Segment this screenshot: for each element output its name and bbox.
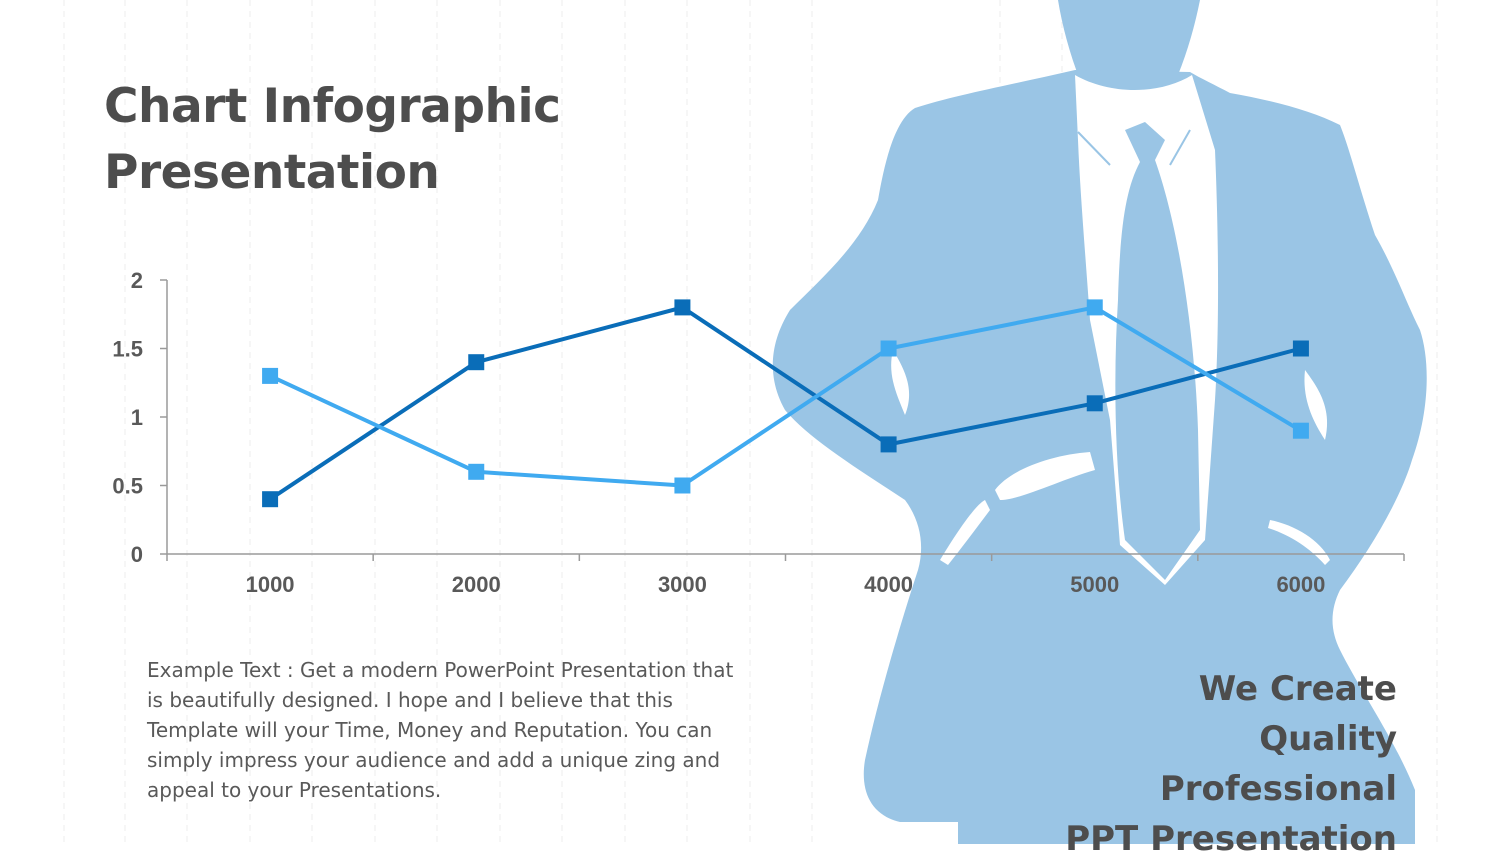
series-1-point	[674, 299, 691, 316]
x-tick-label: 1000	[246, 572, 295, 597]
series-2-point	[468, 463, 485, 480]
x-tick-label: 2000	[452, 572, 501, 597]
series-1-point	[880, 436, 897, 453]
y-tick-label: 0	[131, 542, 143, 567]
tagline-line: Quality	[1259, 719, 1397, 759]
line-chart: 0 0.5 1 1.5 2 1000 2000 3000 4000 5000 6000	[112, 268, 1405, 597]
series-2-line	[269, 305, 1302, 488]
x-tick-label: 3000	[658, 572, 707, 597]
example-text: Example Text : Get a modern PowerPoint P…	[147, 658, 734, 802]
series-1-point	[262, 491, 279, 508]
title-line-1: Chart Infographic	[104, 79, 561, 134]
tagline-line: Professional	[1159, 769, 1397, 809]
series-2-point	[1292, 422, 1309, 439]
title-line-2: Presentation	[104, 145, 440, 200]
y-tick-label: 1.5	[112, 337, 143, 362]
series-1-point	[1086, 395, 1103, 412]
series-2-point	[262, 367, 279, 384]
tagline-line: We Create	[1198, 669, 1397, 709]
x-tick-label: 5000	[1070, 572, 1119, 597]
series-1-point	[1292, 340, 1309, 357]
tagline: We Create Quality Professional PPT Prese…	[977, 664, 1397, 864]
series-1-line	[268, 305, 1302, 501]
x-tick-label: 6000	[1276, 572, 1325, 597]
y-tick-label: 2	[131, 268, 143, 293]
y-tick-label: 0.5	[112, 474, 143, 499]
slide-title: Chart Infographic Presentation	[104, 74, 664, 206]
y-tick-label: 1	[131, 405, 143, 430]
tagline-line: PPT Presentation	[1065, 819, 1397, 859]
series-2-point	[1086, 299, 1103, 316]
series-2-point	[880, 340, 897, 357]
businessman-silhouette-icon	[772, 0, 1427, 844]
series-1-point	[468, 354, 485, 371]
x-tick-label: 4000	[864, 572, 913, 597]
series-2-point	[674, 477, 691, 494]
